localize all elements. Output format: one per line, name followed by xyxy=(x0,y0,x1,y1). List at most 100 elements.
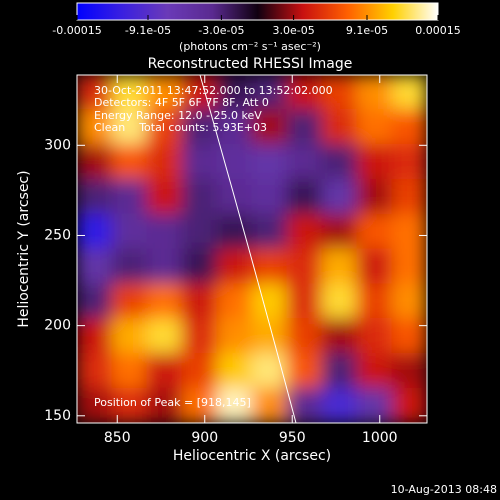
y-tick-label: 300 xyxy=(44,137,71,153)
heatmap-cell xyxy=(181,144,218,180)
heatmap-cell xyxy=(146,144,183,180)
heatmap-cell xyxy=(286,109,323,146)
heatmap-cell xyxy=(391,213,427,250)
y-axis-label: Heliocentric Y (arcsec) xyxy=(16,170,32,327)
heatmap-cell xyxy=(321,318,358,354)
heatmap-cell xyxy=(146,178,183,215)
colorbar-tick-label: -0.00015 xyxy=(52,24,101,37)
heatmap-cell xyxy=(356,318,393,354)
heatmap-cell xyxy=(77,248,113,285)
heatmap-cell xyxy=(216,283,253,320)
heatmap-cell xyxy=(356,144,393,180)
colorbar-tick-label: 3.0e-05 xyxy=(272,24,314,37)
x-tick-label: 950 xyxy=(279,430,306,446)
heatmap-cell xyxy=(356,248,393,285)
heatmap-cell xyxy=(77,352,113,389)
heatmap-cell xyxy=(77,109,113,146)
heatmap-cell xyxy=(356,283,393,320)
heatmap-cell xyxy=(391,283,427,320)
solar-limb xyxy=(199,75,297,423)
annotation: 30-Oct-2011 13:47:52.000 to 13:52:02.000 xyxy=(94,84,333,97)
heatmap-cell xyxy=(111,178,148,215)
heatmap-cell xyxy=(111,213,148,250)
heatmap-cell xyxy=(181,75,218,111)
heatmap-cell xyxy=(286,213,323,250)
heatmap-cell xyxy=(77,387,113,423)
heatmap-cell xyxy=(181,248,218,285)
heatmap-cell xyxy=(77,144,113,180)
heatmap-cell xyxy=(216,248,253,285)
heatmap-cell xyxy=(321,387,358,423)
heatmap-cell xyxy=(181,318,218,354)
heatmap-cell xyxy=(111,109,148,146)
heatmap-cell xyxy=(146,109,183,146)
heatmap-cell xyxy=(146,213,183,250)
colorbar-tick-label: -9.1e-05 xyxy=(125,24,171,37)
colorbar-label: (photons cm⁻² s⁻¹ asec⁻²) xyxy=(179,40,321,53)
heatmap-cell xyxy=(356,352,393,389)
heatmap-cell xyxy=(321,352,358,389)
heatmap-cell xyxy=(216,352,253,389)
heatmap-cell xyxy=(181,283,218,320)
heatmap-cell xyxy=(77,283,113,320)
heatmap-cell xyxy=(251,248,288,285)
heatmap-cell xyxy=(111,318,148,354)
heatmap-cell xyxy=(391,248,427,285)
heatmap-cell xyxy=(356,213,393,250)
heatmap-cell xyxy=(251,144,288,180)
heatmap-cell xyxy=(321,75,358,111)
image-cells xyxy=(77,75,427,423)
heatmap-cell xyxy=(216,213,253,250)
image xyxy=(77,75,427,423)
heatmap-cell xyxy=(251,178,288,215)
heatmap-cell xyxy=(216,144,253,180)
heatmap-cell xyxy=(181,178,218,215)
heatmap-cell xyxy=(111,248,148,285)
heatmap-cell xyxy=(111,352,148,389)
annotation: Clean Total counts: 5.93E+03 xyxy=(94,121,267,134)
colorbar xyxy=(76,2,439,21)
heatmap-cell xyxy=(391,75,427,111)
heatmap-cell xyxy=(146,283,183,320)
heatmap-cell xyxy=(321,109,358,146)
annotation: Detectors: 4F 5F 6F 7F 8F, Att 0 xyxy=(94,96,269,109)
heatmap-cell xyxy=(216,387,253,423)
colorbar-tick-label: 0.00015 xyxy=(415,24,461,37)
peak-label: Position of Peak = [918,145] xyxy=(94,396,251,409)
heatmap-cell xyxy=(391,387,427,423)
heatmap-cell xyxy=(111,283,148,320)
heatmap-cell xyxy=(251,352,288,389)
heatmap-cell xyxy=(286,283,323,320)
heatmap-cell xyxy=(181,213,218,250)
heatmap-cell xyxy=(321,213,358,250)
heatmap-cell xyxy=(251,387,288,423)
heatmap-cell xyxy=(216,318,253,354)
heatmap-cell xyxy=(391,318,427,354)
heatmap-cell xyxy=(146,387,183,423)
heatmap-cell xyxy=(321,178,358,215)
heatmap-cell xyxy=(251,109,288,146)
heatmap-cell xyxy=(251,213,288,250)
heatmap-cell xyxy=(181,352,218,389)
heatmap-cell xyxy=(146,352,183,389)
heatmap-cell xyxy=(356,178,393,215)
y-tick-label: 200 xyxy=(44,318,71,334)
heatmap-cell xyxy=(321,144,358,180)
heatmap-cell xyxy=(391,352,427,389)
heatmap-cell xyxy=(356,75,393,111)
heatmap-cell xyxy=(146,248,183,285)
x-tick-label: 1000 xyxy=(362,430,398,446)
heatmap-cell xyxy=(251,283,288,320)
colorbar-tick-label: -3.0e-05 xyxy=(198,24,244,37)
heatmap-cell xyxy=(321,283,358,320)
heatmap-cell xyxy=(216,109,253,146)
x-tick-label: 900 xyxy=(191,430,218,446)
heatmap-cell xyxy=(286,352,323,389)
heatmap-cell xyxy=(391,178,427,215)
heatmap-cell xyxy=(77,318,113,354)
chart-title: Reconstructed RHESSI Image xyxy=(148,56,353,72)
x-axis-label: Heliocentric X (arcsec) xyxy=(173,448,331,464)
annotation: Energy Range: 12.0 - 25.0 keV xyxy=(94,109,262,122)
heatmap-cell xyxy=(77,178,113,215)
